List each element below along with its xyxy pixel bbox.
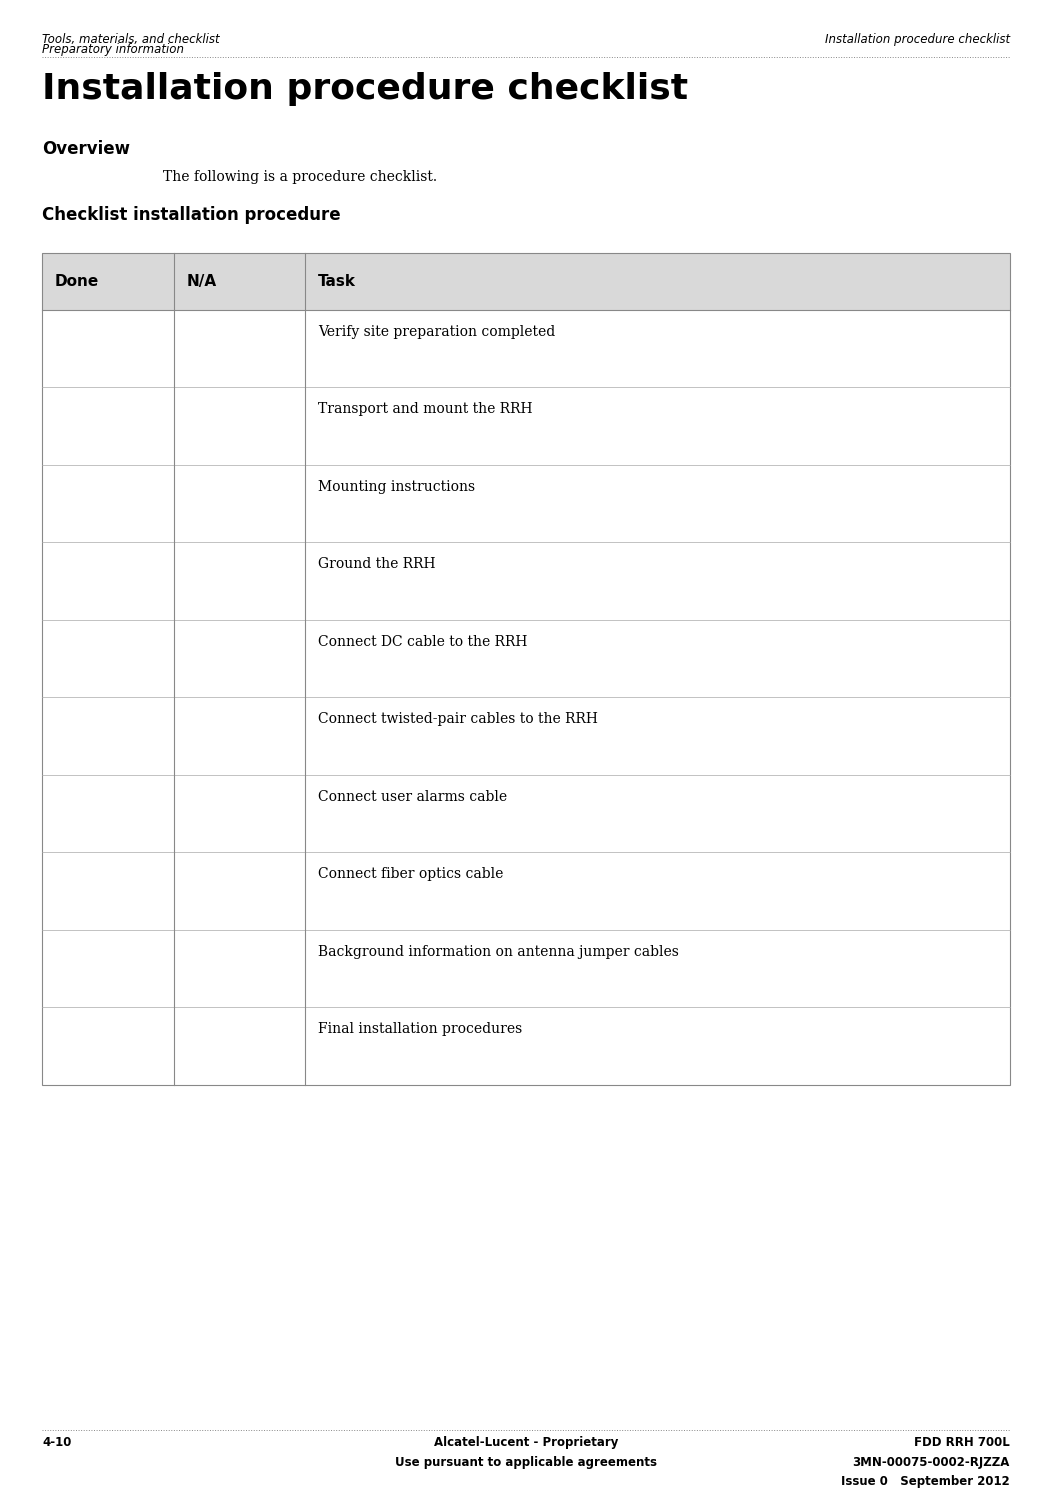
Text: Connect DC cable to the RRH: Connect DC cable to the RRH — [318, 635, 527, 648]
Text: Connect fiber optics cable: Connect fiber optics cable — [318, 867, 503, 881]
Text: 4-10: 4-10 — [42, 1436, 72, 1450]
Text: Checklist installation procedure: Checklist installation procedure — [42, 206, 341, 223]
Text: Tools, materials, and checklist: Tools, materials, and checklist — [42, 33, 220, 46]
Text: Mounting instructions: Mounting instructions — [318, 480, 474, 493]
Text: The following is a procedure checklist.: The following is a procedure checklist. — [163, 170, 438, 183]
Text: Issue 0   September 2012: Issue 0 September 2012 — [842, 1475, 1010, 1489]
Text: Installation procedure checklist: Installation procedure checklist — [825, 33, 1010, 46]
Text: Use pursuant to applicable agreements: Use pursuant to applicable agreements — [394, 1456, 658, 1469]
Text: 3MN-00075-0002-RJZZA: 3MN-00075-0002-RJZZA — [852, 1456, 1010, 1469]
Text: Transport and mount the RRH: Transport and mount the RRH — [318, 402, 532, 416]
Text: Installation procedure checklist: Installation procedure checklist — [42, 72, 688, 106]
Text: FDD RRH 700L: FDD RRH 700L — [914, 1436, 1010, 1450]
Text: Done: Done — [55, 274, 99, 289]
Text: Task: Task — [318, 274, 356, 289]
Text: Preparatory information: Preparatory information — [42, 43, 184, 57]
Text: Overview: Overview — [42, 140, 130, 158]
Text: Ground the RRH: Ground the RRH — [318, 557, 436, 571]
Text: Final installation procedures: Final installation procedures — [318, 1022, 522, 1036]
Text: Verify site preparation completed: Verify site preparation completed — [318, 325, 555, 338]
Text: N/A: N/A — [186, 274, 217, 289]
Text: Connect user alarms cable: Connect user alarms cable — [318, 790, 507, 803]
Bar — [42, 253, 1010, 310]
Text: Background information on antenna jumper cables: Background information on antenna jumper… — [318, 945, 679, 958]
Text: Alcatel-Lucent - Proprietary: Alcatel-Lucent - Proprietary — [433, 1436, 619, 1450]
Bar — [42, 253, 1010, 1085]
Text: Connect twisted-pair cables to the RRH: Connect twisted-pair cables to the RRH — [318, 712, 598, 726]
